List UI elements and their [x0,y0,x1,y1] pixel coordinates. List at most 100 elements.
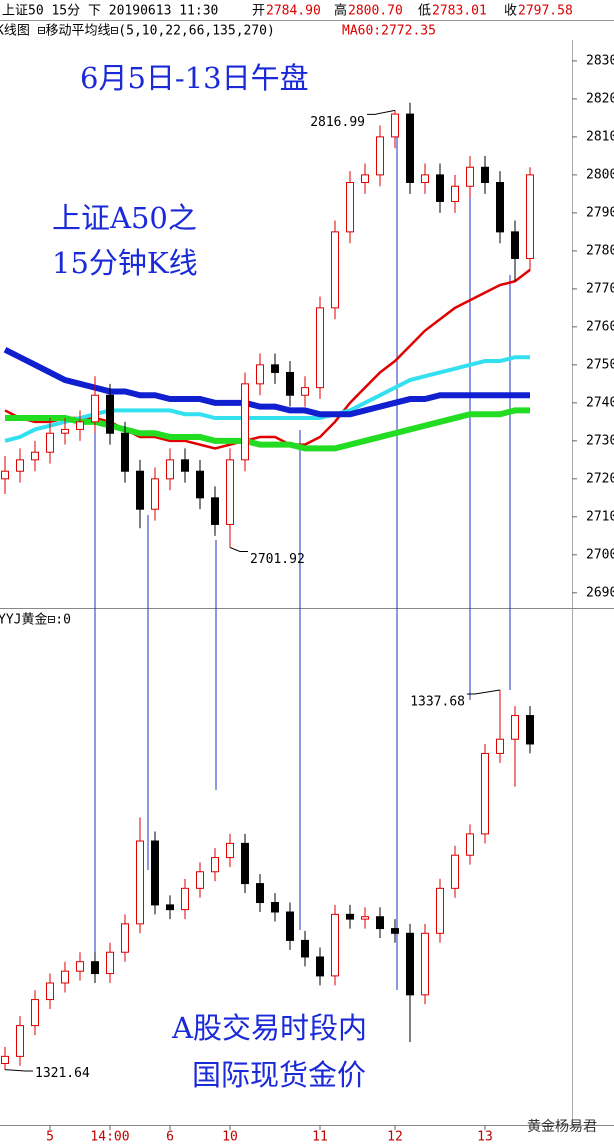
candle-body [31,451,39,461]
candle-body [406,113,414,183]
candle-body [421,174,429,183]
candle-body [466,833,474,856]
y-tick-label: 2770 [586,281,614,296]
candle-body [76,961,84,972]
y-tick-label: 2740 [586,395,614,410]
y-tick-label: 2780 [586,243,614,258]
candle-body [31,999,39,1027]
callout-line [367,109,396,115]
y-tick-label: 2730 [586,433,614,448]
y-tick-label: 2820 [586,91,614,106]
candle-body [16,459,24,472]
header-close-label: 收 [504,4,517,19]
candle-body [151,840,159,906]
candle-body [316,956,324,977]
callout-line [229,547,248,553]
candle-body [286,371,294,396]
header-low-label: 低 [418,4,431,19]
candle-body [481,166,489,183]
y-tick-label: 2830 [586,53,614,68]
candle-body [391,928,399,934]
annotation: 6月5日-13日午盘 [80,61,309,95]
candle-body [271,902,279,913]
candle-body [91,394,99,423]
candle-body [106,394,114,434]
candle-body [196,470,204,499]
annotation: 上证A50之 [52,201,197,235]
candle-body [511,715,519,740]
callout-line [4,1069,33,1072]
candle-body [136,470,144,510]
candle-body [226,459,234,525]
candle-body [211,857,219,873]
x-tick-label: 11 [312,1130,328,1145]
candle-body [241,383,249,461]
candle-body [121,432,129,472]
candle-body [181,887,189,911]
candle-body [46,982,54,1001]
candle-body [466,166,474,187]
candle-body [451,854,459,889]
candle-body [136,840,144,925]
y-tick-label: 2710 [586,509,614,524]
candle-body [16,1025,24,1057]
candle-body [301,387,309,396]
header-open: 2784.90 [266,4,321,19]
ma60-label: MA60:2772.35 [342,24,436,39]
price-callout: 2816.99 [310,115,365,130]
indicator-label: K线图 ⊟移动平均线⊟(5,10,22,66,135,270) [0,24,275,39]
candle-body [1,470,9,480]
moving-average-line [3,346,530,418]
candle-body [166,904,174,911]
candle-body [496,738,504,754]
candle-body [241,842,249,885]
candle-body [166,459,174,480]
x-tick-label: 13 [477,1130,493,1145]
candle-body [391,113,399,138]
candle-body [526,715,534,745]
candle-body [331,231,339,309]
x-tick-label: 6 [166,1130,174,1145]
y-tick-label: 2790 [586,205,614,220]
price-callout: 1337.68 [410,695,465,710]
candle-body [301,939,309,958]
lower-panel-label: YYJ黄金⊟:0 [0,612,71,628]
y-tick-label: 2760 [586,319,614,334]
x-tick-label: 14:00 [90,1130,129,1145]
candle-body [376,136,384,176]
candle-body [361,174,369,183]
y-tick-label: 2690 [586,585,614,600]
candle-body [46,432,54,453]
header-high-label: 高 [334,3,347,19]
y-tick-label: 2800 [586,167,614,182]
candle-body [421,932,429,996]
candle-body [196,871,204,889]
candle-body [121,923,129,953]
watermark: 黄金杨易君 [527,1118,597,1135]
price-callout: 2701.92 [250,552,305,567]
header-close: 2797.58 [518,4,573,19]
candle-body [451,185,459,202]
y-tick-label: 2810 [586,129,614,144]
x-tick-label: 10 [222,1130,238,1145]
x-tick-label: 5 [46,1130,54,1145]
candle-body [256,364,264,385]
candle-body [511,231,519,259]
candle-body [91,961,99,975]
candle-body [481,752,489,835]
candle-body [346,181,354,233]
candle-body [61,428,69,434]
header-open-label: 开 [252,4,265,19]
candle-body [211,497,219,525]
annotation: 国际现货金价 [192,1058,366,1092]
candle-body [286,911,294,941]
price-callout: 1321.64 [35,1066,90,1081]
candle-body [496,181,504,233]
candle-body [61,970,69,984]
y-tick-label: 2700 [586,547,614,562]
candle-body [1,1055,9,1064]
header-high: 2800.70 [348,4,403,19]
annotation: A股交易时段内 [171,1011,367,1045]
y-tick-label: 2750 [586,357,614,372]
candle-body [376,916,384,930]
